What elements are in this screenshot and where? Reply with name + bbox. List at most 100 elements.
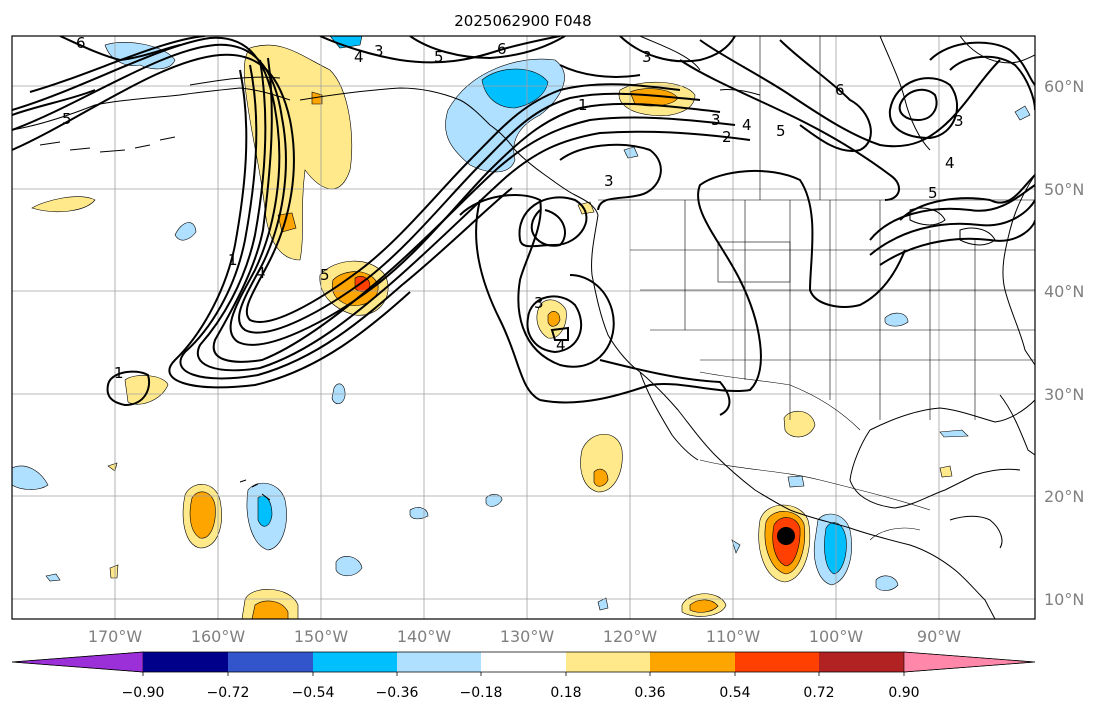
colorbar [11,651,1036,676]
anomaly-orange-calif [547,311,561,327]
contour-mid-plains [599,359,731,416]
east-coast [1002,174,1035,366]
lon-label-110w: 110°W [706,627,761,646]
contour-label-15: 5 [928,184,938,202]
colorbar-tick-5: 0.18 [550,685,581,701]
lon-label-90w: 90°W [917,627,961,646]
mexico-coast [789,509,996,619]
lon-label-130w: 130°W [500,627,555,646]
florida [999,394,1035,456]
anomaly-orange-hawaii-w [189,491,216,539]
anomaly-blue-left [12,465,49,490]
borders [598,36,1035,541]
gridlines [12,36,1035,619]
anomaly-blue-s12 [787,475,805,488]
contour-nw-2 [59,36,181,62]
anomaly-cyan-hawaii-e [257,495,273,527]
colorbar-ticks: −0.90 −0.72 −0.54 −0.36 −0.18 0.18 0.36 … [122,685,920,701]
colorbar-segment [819,652,904,672]
anomaly-orange-small-1 [311,91,323,105]
lat-labels: 60°N 50°N 40°N 30°N 20°N 10°N [1044,77,1084,609]
contour-ne-high-2 [949,55,1035,111]
anomaly-blue-s13 [731,539,741,554]
yucatan [949,515,1003,549]
contour-quebec-low-2 [898,88,938,122]
anomaly-cyan-hurricane [824,522,847,575]
bc-coast [514,149,599,216]
contour-trough-1 [12,53,681,323]
contour-east-5 [869,184,1035,241]
contour-label-3: 5 [434,48,444,66]
colorbar-tick-0: −0.90 [122,685,165,701]
lon-label-150w: 150°W [294,627,349,646]
colorbar-segment [735,652,819,672]
contour-label-20: 3 [534,294,544,312]
contour-east-7 [879,219,1035,266]
contour-sw-ridge [559,143,662,211]
contour-us-ridge [475,170,906,404]
contour-label-6: 5 [62,110,72,128]
contour-east-4 [899,174,1035,221]
contour-east-3 [679,59,900,201]
colorbar-arrow-high [903,651,1036,673]
contour-label-4: 6 [497,40,507,58]
anomaly-orange-bottom-1 [251,600,289,619]
anomaly-blue-s8 [884,312,909,327]
hawaii-islands [239,479,271,501]
contour-label-10: 5 [776,122,786,140]
lon-label-100w: 100°W [809,627,864,646]
contour-label-1: 3 [374,42,384,60]
anomaly-blue-s14 [623,146,639,159]
anomaly-yellow-50n-left [31,196,96,213]
lat-label-40: 40°N [1044,282,1084,301]
anomaly-blue-s1 [174,222,197,241]
contour-calif-low-3 [550,326,569,341]
contour-label-21: 4 [556,336,566,354]
contour-label-9: 4 [742,116,752,134]
anomaly-blue-s5 [485,494,503,507]
contour-east-2 [699,39,1001,148]
anomaly-orange-25n [593,468,609,487]
anomaly-yellow-s1 [783,411,816,438]
contour-north-3 [619,36,736,63]
colorbar-tick-1: −0.72 [207,685,250,701]
contour-calif-low-2 [526,295,583,354]
lon-labels: 170°W 160°W 150°W 140°W 130°W 120°W 110°… [88,627,961,646]
anomaly-blue-s7 [939,429,969,438]
contour-label-12: 6 [835,81,845,99]
contour-nw-1 [12,89,96,116]
colorbar-segment [143,652,228,672]
contour-label-2: 4 [354,48,364,66]
arctic-islands [639,36,761,96]
contour-north-1 [319,36,561,64]
contour-label-13: 3 [954,112,964,130]
contour-small-30n [106,370,150,407]
colorbar-arrow-low [11,651,144,673]
contour-label-17: 3 [604,172,614,190]
anomaly-blue-s4 [409,507,429,520]
colorbar-tick-6: 0.36 [634,685,665,701]
lat-label-50: 50°N [1044,180,1084,199]
lon-label-170w: 170°W [88,627,143,646]
contour-label-14: 4 [945,154,955,172]
contours [12,36,1035,416]
gulf-coast [849,429,1021,509]
colorbar-segment [481,652,566,672]
contour-trough-6 [179,64,513,380]
map-title: 2025062900 F048 [454,12,591,30]
colorbar-segment [228,652,313,672]
lon-label-160w: 160°W [191,627,246,646]
contour-quebec-low [888,77,959,140]
anomaly-blue-s10 [1014,105,1031,121]
colorbar-tick-7: 0.54 [719,685,750,701]
colorbar-tick-8: 0.72 [803,685,834,701]
contour-label-22: 1 [114,364,124,382]
colorbar-tick-3: −0.36 [376,685,419,701]
lon-label-120w: 120°W [603,627,658,646]
anomaly-blue-s9 [875,575,899,591]
contour-great-basin [530,209,566,247]
lat-label-20: 20°N [1044,487,1084,506]
map-frame [11,35,1036,620]
lat-label-10: 10°N [1044,590,1084,609]
